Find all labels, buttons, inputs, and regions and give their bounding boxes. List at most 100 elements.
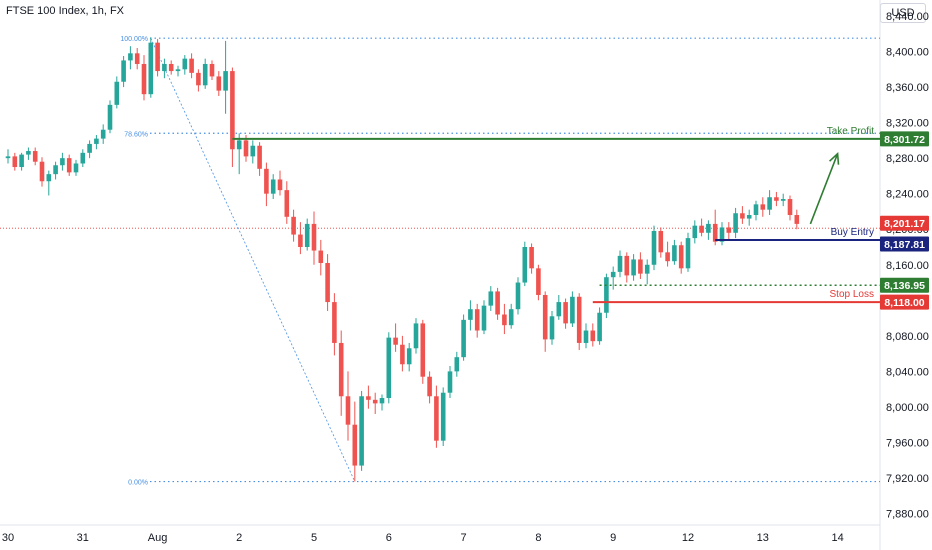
candle-body: [692, 225, 698, 239]
candle-body: [563, 302, 568, 324]
candle-body: [264, 168, 269, 194]
candle-body: [726, 227, 732, 233]
chart-title: FTSE 100 Index, 1h, FX: [6, 5, 125, 17]
x-tick-label: 9: [610, 532, 616, 544]
candle-body: [712, 223, 718, 242]
candle-body: [175, 69, 181, 72]
support-price-label: 8,136.95: [884, 280, 925, 292]
y-tick-label: 7,920.00: [886, 473, 929, 485]
x-tick-label: 5: [311, 532, 317, 544]
candle-body: [631, 259, 636, 276]
candle-body: [155, 42, 160, 72]
candle-body: [447, 371, 453, 393]
candle-body: [468, 309, 473, 320]
candle-body: [488, 291, 494, 306]
candle-body: [216, 76, 222, 91]
candle-body: [393, 337, 398, 345]
x-tick-label: 2: [236, 532, 242, 544]
stop-loss-price-tag: [880, 294, 929, 310]
candle-body: [304, 223, 310, 247]
candle-body: [352, 424, 358, 466]
candle-body: [134, 53, 140, 64]
candle-body: [522, 247, 528, 283]
candle-body: [372, 399, 378, 404]
candle-body: [461, 319, 466, 358]
candle-body: [243, 140, 249, 157]
buy-entry-price-label: 8,187.81: [884, 239, 925, 251]
buy-entry-label: Buy Entry: [831, 227, 874, 238]
y-tick-label: 8,080.00: [886, 331, 929, 343]
candle-body: [440, 392, 446, 441]
candle-body: [277, 179, 283, 191]
candle-body: [121, 60, 126, 82]
current-price-tag: [880, 215, 929, 231]
candle-body: [420, 323, 426, 377]
candle-body: [774, 197, 779, 201]
y-tick-label: 8,320.00: [886, 118, 929, 130]
candle-body: [298, 234, 303, 247]
candle-body: [345, 396, 351, 425]
x-tick-label: 30: [2, 532, 14, 544]
candle-body: [318, 250, 324, 263]
candle-body: [223, 71, 228, 91]
candle-body: [332, 302, 337, 343]
x-tick-label: 12: [682, 532, 694, 544]
candle-body: [12, 156, 18, 168]
candle-body: [53, 165, 58, 175]
candle-body: [379, 398, 385, 404]
candle-body: [359, 396, 364, 466]
candle-body: [529, 247, 534, 269]
candle-body: [427, 376, 432, 397]
candle-body: [148, 42, 154, 95]
candle-body: [168, 63, 174, 72]
candle-body: [719, 227, 725, 242]
x-tick-label: 14: [831, 532, 843, 544]
candle-body: [685, 238, 691, 269]
candle-body: [325, 262, 330, 303]
x-tick-label: 31: [77, 532, 89, 544]
candle-body: [202, 63, 208, 86]
candle-body: [209, 63, 215, 77]
candle-body: [549, 316, 555, 340]
fib-trend-line: [150, 38, 356, 482]
candle-body: [141, 63, 147, 95]
buy-entry-price-tag: [880, 236, 929, 252]
x-tick-label: 7: [461, 532, 467, 544]
candle-body: [638, 259, 643, 274]
y-tick-label: 8,440.00: [886, 11, 929, 23]
candle-body: [515, 282, 521, 310]
candle-body: [128, 53, 133, 61]
candle-body: [651, 231, 657, 265]
y-tick-label: 8,400.00: [886, 47, 929, 59]
candle-body: [434, 396, 439, 441]
target-arrow-head: [829, 151, 840, 165]
candle-body: [80, 152, 86, 164]
take-profit-price-label: 8,301.72: [884, 134, 925, 146]
candle-body: [495, 291, 500, 315]
candle-body: [740, 213, 745, 219]
x-tick-label: 13: [757, 532, 769, 544]
take-profit-price-tag: [880, 131, 929, 147]
candle-body: [760, 204, 766, 210]
candle-body: [542, 294, 548, 340]
candle-body: [780, 199, 786, 201]
candle-body: [19, 154, 24, 168]
x-tick-label: 6: [386, 532, 392, 544]
candle-body: [570, 296, 575, 324]
candle-body: [66, 158, 72, 173]
candle-body: [672, 245, 677, 262]
candle-body: [87, 143, 92, 153]
candle-body: [406, 348, 412, 365]
x-tick-label: Aug: [148, 532, 168, 544]
candle-body: [665, 252, 670, 262]
candle-body: [250, 145, 256, 157]
y-tick-label: 8,160.00: [886, 260, 929, 272]
candle-body: [236, 140, 242, 150]
candle-body: [257, 145, 262, 169]
candle-body: [230, 71, 235, 150]
candle-body: [413, 323, 419, 349]
candle-body: [597, 312, 602, 342]
candle-body: [658, 231, 664, 253]
support-price-tag: [880, 277, 929, 293]
